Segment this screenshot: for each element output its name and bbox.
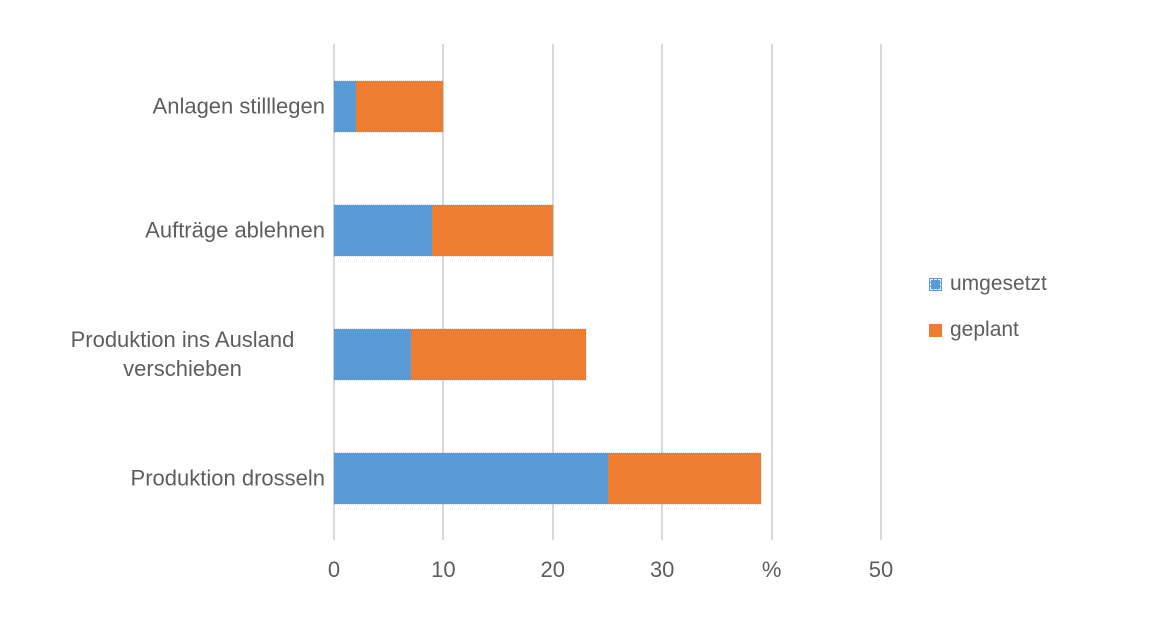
gridline: [661, 44, 664, 540]
x-tick-label: %: [761, 557, 782, 582]
category-label: Aufträge ablehnen: [145, 217, 325, 243]
bar-segment-geplant: [355, 80, 444, 132]
gridline: [770, 44, 773, 540]
bar-stack: [333, 327, 587, 381]
legend: umgesetzt geplant: [929, 272, 1047, 342]
legend-item-geplant: geplant: [929, 318, 1047, 342]
bar-segment-geplant: [432, 204, 553, 256]
gridline: [880, 44, 882, 540]
bar-stack: [333, 451, 762, 505]
plot-area: [332, 44, 882, 540]
category-label: Produktion drosseln: [130, 465, 325, 491]
bar-segment-umgesetzt: [334, 328, 411, 380]
x-tick-label: 10: [431, 557, 456, 582]
x-tick-label: 0: [327, 557, 341, 582]
legend-swatch-umgesetzt: [929, 277, 942, 291]
legend-label: geplant: [950, 318, 1019, 341]
bar-segment-umgesetzt: [334, 204, 433, 256]
x-axis: 0 10 20 30% 50: [328, 557, 893, 587]
bar-segment-geplant: [607, 452, 761, 504]
gridline: [333, 44, 335, 540]
bar-segment-umgesetzt: [334, 452, 608, 504]
gridline: [442, 44, 445, 540]
bar-stack: [332, 79, 445, 133]
x-tick-label: 50: [868, 557, 894, 582]
category-label: Anlagen stilllegen: [152, 93, 325, 119]
category-label: Produktion ins Ausland verschieben: [70, 326, 295, 381]
bar-stack: [333, 203, 554, 257]
bar-segment-umgesetzt: [334, 80, 356, 132]
legend-swatch-geplant: [929, 323, 942, 337]
gridline: [551, 44, 554, 540]
legend-label: umgesetzt: [950, 272, 1047, 295]
bar-segment-geplant: [410, 328, 586, 380]
x-tick-label: 30: [649, 557, 675, 582]
legend-item-umgesetzt: umgesetzt: [929, 272, 1047, 296]
x-tick-label: 20: [540, 557, 566, 582]
